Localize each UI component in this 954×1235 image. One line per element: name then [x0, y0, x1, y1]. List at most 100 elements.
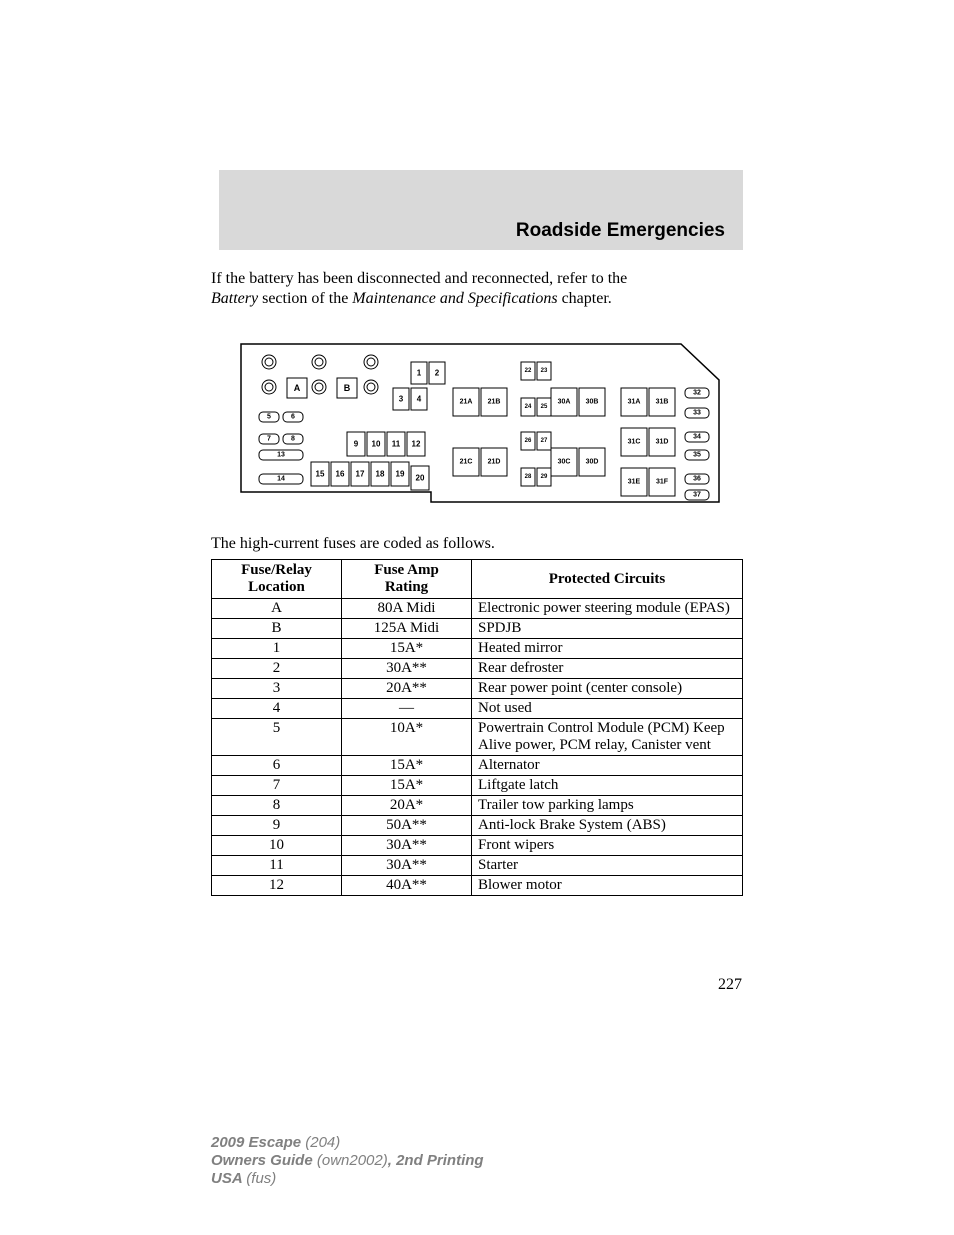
table-row: 115A*Heated mirror [212, 639, 743, 659]
cell-circuit: Starter [472, 856, 743, 876]
svg-text:6: 6 [291, 414, 295, 421]
svg-text:31B: 31B [656, 399, 669, 406]
svg-text:2: 2 [435, 369, 440, 378]
cell-circuit: Electronic power steering module (EPAS) [472, 599, 743, 619]
svg-text:5: 5 [267, 414, 271, 421]
table-caption: The high-current fuses are coded as foll… [211, 535, 495, 553]
table-header-row: Fuse/Relay Location Fuse Amp Rating Prot… [212, 560, 743, 599]
svg-text:31F: 31F [656, 479, 669, 486]
svg-text:13: 13 [277, 452, 285, 459]
fuse-table: Fuse/Relay Location Fuse Amp Rating Prot… [211, 559, 743, 896]
cell-circuit: Heated mirror [472, 639, 743, 659]
cell-amp: 50A** [342, 816, 472, 836]
svg-text:31C: 31C [628, 439, 641, 446]
table-row: A80A MidiElectronic power steering modul… [212, 599, 743, 619]
page: Roadside Emergencies If the battery has … [0, 0, 954, 1235]
header-amp-a: Fuse Amp [374, 562, 439, 578]
table-row: B125A MidiSPDJB [212, 619, 743, 639]
footer-guide: Owners Guide [211, 1152, 317, 1169]
cell-location: 6 [212, 756, 342, 776]
svg-text:11: 11 [392, 440, 401, 449]
footer-model: 2009 Escape [211, 1134, 305, 1151]
footer-model-code: (204) [305, 1134, 340, 1151]
svg-text:23: 23 [541, 368, 548, 374]
table-row: 1130A**Starter [212, 856, 743, 876]
footer-region-code: (fus) [246, 1170, 276, 1187]
svg-text:20: 20 [416, 474, 425, 483]
svg-text:35: 35 [693, 452, 701, 459]
footer-region: USA [211, 1170, 246, 1187]
cell-location: 1 [212, 639, 342, 659]
footer-guide-code: (own2002) [317, 1152, 388, 1169]
cell-circuit: Rear power point (center console) [472, 679, 743, 699]
intro-text-3: chapter. [558, 290, 612, 307]
svg-text:4: 4 [417, 395, 422, 404]
cell-location: 4 [212, 699, 342, 719]
cell-circuit: Blower motor [472, 876, 743, 896]
cell-location: 2 [212, 659, 342, 679]
cell-amp: 10A* [342, 719, 472, 756]
cell-circuit: Liftgate latch [472, 776, 743, 796]
fuse-box-diagram: AB123456781314910111215161718192021A21B2… [211, 322, 743, 522]
svg-text:21C: 21C [460, 459, 473, 466]
table-row: 820A*Trailer tow parking lamps [212, 796, 743, 816]
intro-italic-1: Battery [211, 290, 258, 307]
table-row: 320A**Rear power point (center console) [212, 679, 743, 699]
svg-text:27: 27 [541, 438, 548, 444]
cell-location: 3 [212, 679, 342, 699]
svg-text:14: 14 [277, 476, 285, 483]
svg-text:31A: 31A [628, 399, 641, 406]
intro-italic-2: Maintenance and Specifications [352, 290, 557, 307]
svg-text:37: 37 [693, 492, 701, 499]
header-circuits: Protected Circuits [472, 560, 743, 599]
svg-text:22: 22 [525, 368, 532, 374]
footer: 2009 Escape (204) Owners Guide (own2002)… [211, 1134, 484, 1188]
cell-location: 12 [212, 876, 342, 896]
intro-text-1: If the battery has been disconnected and… [211, 270, 627, 287]
svg-text:15: 15 [316, 470, 325, 479]
svg-text:19: 19 [396, 470, 405, 479]
svg-text:24: 24 [525, 404, 532, 410]
cell-amp: 15A* [342, 776, 472, 796]
svg-text:32: 32 [693, 390, 701, 397]
cell-amp: 80A Midi [342, 599, 472, 619]
svg-text:30A: 30A [558, 399, 571, 406]
table-row: 715A*Liftgate latch [212, 776, 743, 796]
table-row: 1030A**Front wipers [212, 836, 743, 856]
svg-text:31E: 31E [628, 479, 641, 486]
cell-amp: 30A** [342, 659, 472, 679]
svg-text:33: 33 [693, 410, 701, 417]
table-row: 1240A**Blower motor [212, 876, 743, 896]
svg-text:8: 8 [291, 436, 295, 443]
svg-text:30B: 30B [586, 399, 599, 406]
cell-amp: 20A** [342, 679, 472, 699]
header-loc-a: Fuse/Relay [241, 562, 312, 578]
table-row: 230A**Rear defroster [212, 659, 743, 679]
svg-text:3: 3 [399, 395, 404, 404]
svg-text:30D: 30D [586, 459, 599, 466]
cell-amp: 15A* [342, 639, 472, 659]
svg-text:9: 9 [354, 440, 359, 449]
svg-text:B: B [344, 383, 351, 393]
header-location: Fuse/Relay Location [212, 560, 342, 599]
cell-amp: 125A Midi [342, 619, 472, 639]
svg-text:21D: 21D [488, 459, 501, 466]
cell-location: B [212, 619, 342, 639]
section-header: Roadside Emergencies [219, 170, 743, 250]
cell-amp: — [342, 699, 472, 719]
header-amp-b: Rating [385, 579, 428, 595]
cell-location: 8 [212, 796, 342, 816]
footer-printing: , 2nd Printing [388, 1152, 484, 1169]
svg-text:12: 12 [412, 440, 421, 449]
svg-text:28: 28 [525, 474, 532, 480]
svg-text:34: 34 [693, 434, 701, 441]
svg-text:21B: 21B [488, 399, 501, 406]
table-row: 615A*Alternator [212, 756, 743, 776]
svg-text:A: A [294, 383, 301, 393]
svg-text:1: 1 [417, 369, 422, 378]
fuse-table-body: A80A MidiElectronic power steering modul… [212, 599, 743, 896]
cell-location: 5 [212, 719, 342, 756]
svg-text:18: 18 [376, 470, 385, 479]
intro-text-2: section of the [258, 290, 352, 307]
table-row: 4—Not used [212, 699, 743, 719]
